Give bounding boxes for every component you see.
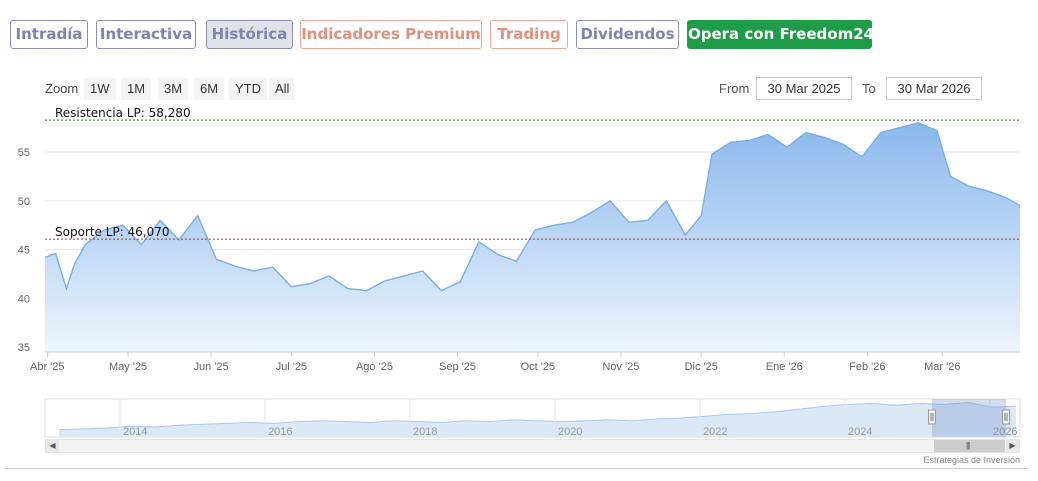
tab-dividendos[interactable]: Dividendos (576, 20, 679, 49)
navigator-tick-label: 2020 (558, 426, 582, 438)
y-tick-label: 50 (18, 196, 30, 208)
tab-trading[interactable]: Trading (490, 20, 568, 49)
zoom-1w-button[interactable]: 1W (84, 78, 116, 100)
tab-indicadores-premium[interactable]: Indicadores Premium (300, 20, 482, 49)
x-tick-label: Sep '25 (439, 361, 476, 373)
x-tick-label: Ene '26 (766, 361, 803, 373)
navigator-tick-label: 2018 (413, 426, 437, 438)
scroll-right-arrow-icon[interactable]: ▶ (1006, 440, 1019, 452)
navigator-handle[interactable] (1002, 409, 1010, 425)
navigator-handle[interactable] (928, 409, 936, 425)
scroll-thumb[interactable]: ||| (934, 440, 1005, 452)
zoom-label: Zoom (45, 81, 79, 96)
x-tick-label: Nov '25 (602, 361, 639, 373)
zoom-ytd-button[interactable]: YTD (229, 78, 267, 100)
navigator-chart[interactable]: 2014 2016 2018 2020 2022 2024 2026 (0, 395, 1038, 439)
price-line (44, 122, 1021, 292)
tab-historica[interactable]: Histórica (206, 20, 293, 49)
zoom-6m-button[interactable]: 6M (194, 78, 225, 100)
navigator-tick-label: 2022 (703, 426, 727, 438)
x-tick-label: Dic '25 (685, 361, 718, 373)
to-date-input[interactable] (886, 77, 982, 100)
scroll-left-arrow-icon[interactable]: ◀ (46, 440, 59, 452)
x-tick-label: Abr '25 (30, 361, 65, 373)
y-tick-label: 40 (18, 293, 30, 305)
navigator-tick-label: 2014 (123, 426, 147, 438)
navigator-selection (932, 399, 1006, 437)
tab-intradia[interactable]: Intradía (10, 20, 88, 49)
resistance-label: Resistencia LP: 58,280 (55, 106, 191, 120)
price-area (45, 122, 1020, 352)
to-label: To (862, 81, 876, 96)
support-label: Soporte LP: 46,070 (55, 225, 170, 239)
navigator-tick-label: 2016 (268, 426, 292, 438)
zoom-all-button[interactable]: All (269, 78, 296, 100)
tab-interactiva[interactable]: Interactiva (96, 20, 196, 49)
x-tick-label: Jun '25 (194, 361, 229, 373)
price-chart[interactable]: 35 40 45 50 55 Resistencia LP: 58,280 Soporte … (0, 105, 1038, 377)
y-tick-label: 35 (18, 342, 30, 354)
navigator-line (58, 402, 1017, 431)
x-tick-label: Mar '26 (924, 361, 960, 373)
x-tick-label: May '25 (109, 361, 147, 373)
from-date-input[interactable] (756, 77, 852, 100)
x-tick-label: Oct '25 (521, 361, 556, 373)
navigator-tick-label: 2024 (848, 426, 872, 438)
navigator-scrollbar[interactable]: ◀ ||| ▶ (45, 439, 1020, 453)
bottom-divider (5, 468, 1029, 469)
zoom-3m-button[interactable]: 3M (158, 78, 189, 100)
chart-credit: Estrategias de Inversión (923, 455, 1020, 465)
navigator-tick-label: 2026 (993, 426, 1017, 438)
y-tick-label: 45 (18, 245, 30, 257)
y-tick-label: 55 (18, 147, 30, 159)
x-tick-label: Feb '26 (849, 361, 885, 373)
freedom24-button[interactable]: Opera con Freedom24 (687, 20, 874, 49)
navigator-area (59, 402, 1016, 437)
x-tick-label: Ago '25 (356, 361, 393, 373)
x-tick-label: Jul '25 (276, 361, 307, 373)
from-label: From (719, 81, 750, 96)
zoom-1m-button[interactable]: 1M (121, 78, 152, 100)
